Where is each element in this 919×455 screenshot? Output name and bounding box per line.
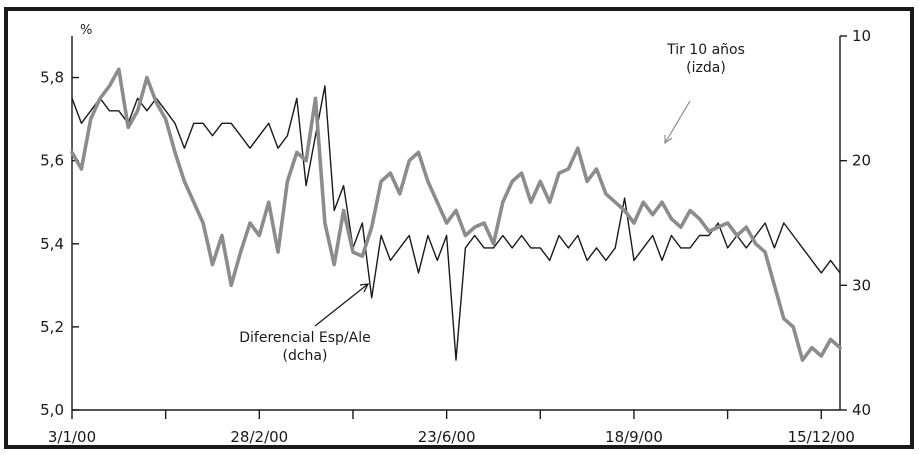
- left-axis: % 5,0 5,2 5,4 5,6 5,8: [40, 23, 92, 419]
- x-axis-tick-label: 28/2/00: [230, 428, 288, 446]
- annotation-tir: Tir 10 años (izda): [664, 42, 745, 145]
- right-axis-tick-label: 30: [852, 276, 871, 294]
- x-axis: 3/1/00 28/2/00 23/6/00 18/9/00 15/12/00: [48, 409, 855, 446]
- x-axis-tick-label: 3/1/00: [48, 428, 96, 446]
- chart-frame: [4, 7, 914, 449]
- annotation-dif-arrow: [314, 283, 369, 327]
- left-axis-tick-label: 5,8: [40, 69, 64, 87]
- series-layer: [70, 67, 842, 362]
- left-axis-tick-label: 5,2: [40, 318, 64, 336]
- annotation-tir-arrowhead: [664, 135, 673, 145]
- left-axis-tick-label: 5,0: [40, 401, 64, 419]
- left-axis-tick-label: 5,6: [40, 152, 64, 170]
- left-axis-unit: %: [80, 23, 92, 38]
- right-axis-tick-label: 40: [852, 401, 871, 419]
- annotation-tir-arrow: [664, 100, 691, 144]
- x-axis-tick-label: 23/6/00: [418, 428, 476, 446]
- annotation-tir-line1: Tir 10 años: [666, 42, 745, 58]
- x-axis-tick-label: 18/9/00: [605, 428, 663, 446]
- annotation-dif: Diferencial Esp/Ale (dcha): [239, 283, 371, 364]
- series-line-tir-10-anos: [70, 67, 842, 362]
- left-axis-tick-label: 5,4: [40, 235, 64, 253]
- right-axis-tick-label: 10: [852, 27, 871, 45]
- annotation-dif-arrowhead: [359, 283, 370, 293]
- x-axis-tick-label: 15/12/00: [788, 428, 855, 446]
- annotation-dif-line2: (dcha): [283, 348, 328, 364]
- right-axis-tick-label: 20: [852, 152, 871, 170]
- annotation-dif-line1: Diferencial Esp/Ale: [239, 330, 370, 346]
- right-axis: 10 20 30 40: [839, 27, 871, 419]
- annotation-tir-line2: (izda): [686, 60, 726, 76]
